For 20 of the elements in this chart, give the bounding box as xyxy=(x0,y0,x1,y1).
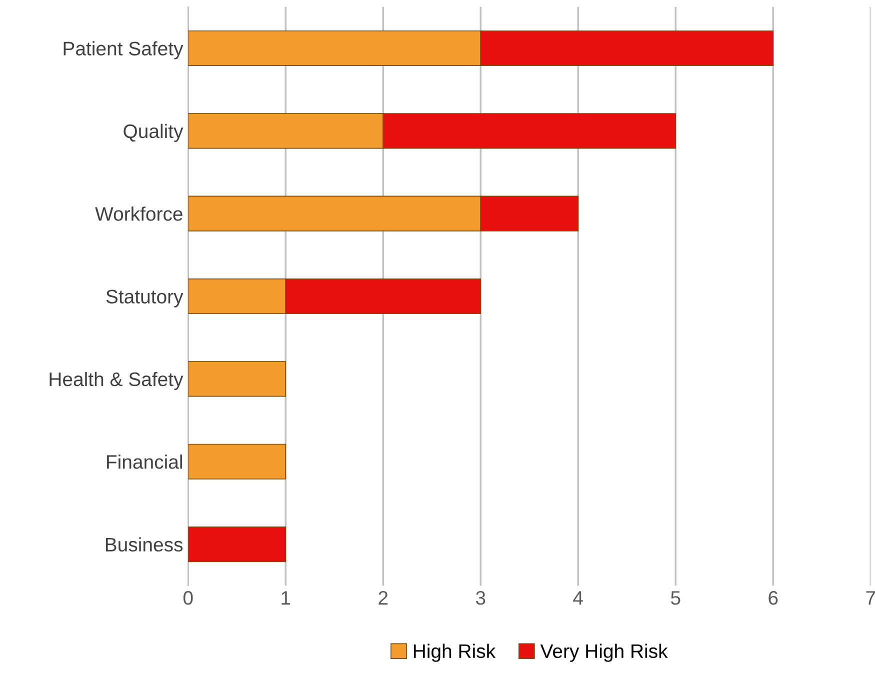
y-tick-label: Financial xyxy=(107,454,182,469)
x-tick-label: 1 xyxy=(282,591,290,605)
x-tick-label: 2 xyxy=(378,591,388,605)
y-tick-label: Quality xyxy=(124,124,184,142)
y-tick-label: Patient Safety xyxy=(64,41,184,60)
y-tick-label: Business xyxy=(106,537,183,552)
x-tick-label: 5 xyxy=(670,591,680,605)
y-tick-label: Workforce xyxy=(95,206,182,221)
legend-label: High Risk xyxy=(414,644,496,662)
x-tick-label: 0 xyxy=(183,591,193,605)
bar xyxy=(188,526,286,562)
x-tick-label: 3 xyxy=(476,591,486,605)
x-tick-label: 6 xyxy=(768,591,778,605)
bar xyxy=(188,444,286,480)
bar xyxy=(188,361,286,397)
y-tick-label: Health & Safety xyxy=(50,372,184,390)
legend-label: Very High Risk xyxy=(540,644,668,662)
x-tick-label: 7 xyxy=(866,591,875,605)
y-tick-label: Statutory xyxy=(106,290,184,308)
x-tick-label: 4 xyxy=(573,591,583,605)
